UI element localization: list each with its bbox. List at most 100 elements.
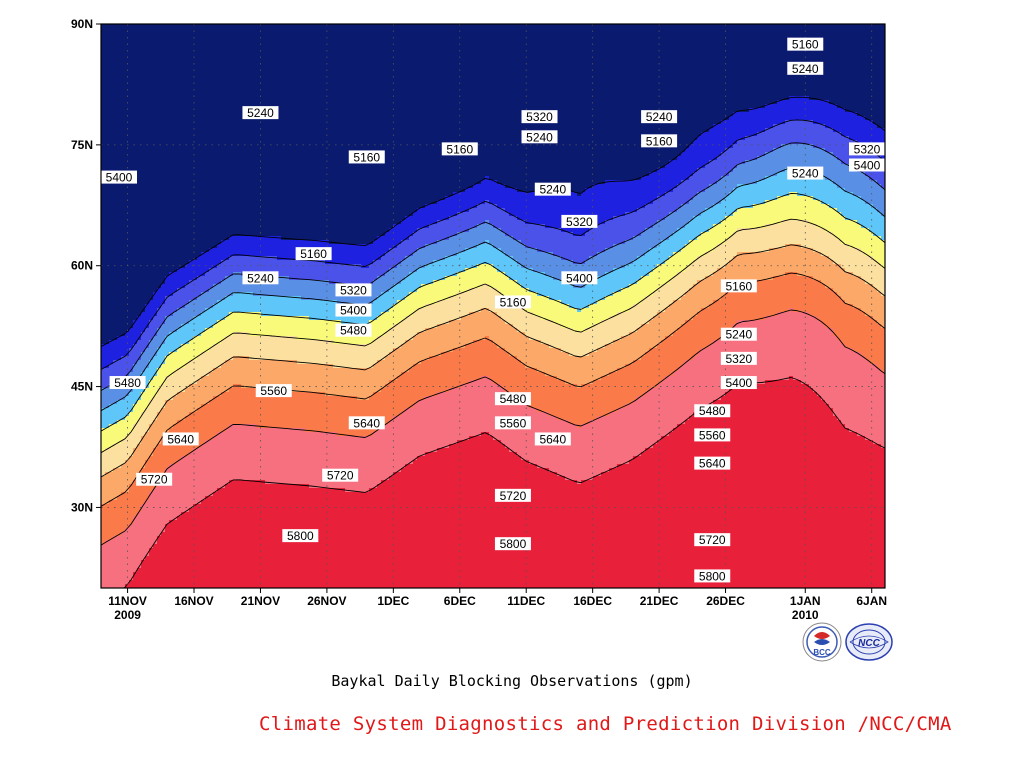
contour-band-cell xyxy=(177,460,414,465)
contour-band-cell xyxy=(873,232,885,237)
contour-band-cell xyxy=(129,484,158,489)
contour-band-cell xyxy=(101,404,110,409)
contour-band-cell xyxy=(501,384,578,389)
contour-band-cell xyxy=(825,124,878,129)
contour-label: 5480 xyxy=(109,376,146,390)
contour-band-cell xyxy=(149,340,166,345)
contour-band-cell xyxy=(837,236,882,241)
contour-band-cell xyxy=(457,440,502,445)
contour-band-cell xyxy=(881,236,885,241)
contour-band-cell xyxy=(193,448,438,453)
contour-band-cell xyxy=(129,352,142,357)
contour-band-cell xyxy=(369,264,398,269)
x-tick-label: 16NOV xyxy=(174,594,213,608)
contour-label-box xyxy=(335,323,372,337)
contour-band-cell xyxy=(665,260,694,265)
contour-band-cell xyxy=(693,216,726,221)
contour-band-cell xyxy=(837,104,885,109)
contour-band-cell xyxy=(405,296,450,301)
contour-band-cell xyxy=(133,320,150,325)
contour-band-cell xyxy=(621,336,666,341)
x-tick-label: 6DEC xyxy=(444,594,476,608)
contour-band-cell xyxy=(405,340,474,345)
contour-band-cell xyxy=(669,280,698,285)
contour-band-cell xyxy=(173,372,210,377)
contour-band-cell xyxy=(161,324,182,329)
x-tick-label: 21NOV xyxy=(241,594,280,608)
contour-band-cell xyxy=(613,244,658,249)
contour-band-cell xyxy=(341,320,370,325)
contour-band-cell xyxy=(569,420,590,425)
contour-band-cell xyxy=(573,260,586,265)
contour-band-cell xyxy=(697,136,746,141)
contour-label: 5560 xyxy=(694,428,731,442)
contour-label-box xyxy=(561,214,598,228)
contour-band-cell xyxy=(625,364,682,369)
plot-frame xyxy=(100,23,886,589)
contour-label-box xyxy=(242,271,279,285)
contour-band-cell xyxy=(181,512,885,517)
contour-band-cell xyxy=(729,172,778,177)
contour-band-cell xyxy=(681,296,722,301)
contour-band-cell xyxy=(669,212,702,217)
contour-band-cell xyxy=(185,304,214,309)
contour-band-cell xyxy=(161,284,186,289)
contour-band-cell xyxy=(449,444,506,449)
contour-band-cell xyxy=(369,320,402,325)
contour-label-box xyxy=(348,150,385,164)
contour-band-cell xyxy=(809,96,885,101)
contour-label: 5400 xyxy=(101,170,137,185)
contour-band-cell xyxy=(417,400,522,405)
contour-band-cell xyxy=(501,248,538,253)
contour-label-text: 5160 xyxy=(300,247,327,261)
contour-line-5160 xyxy=(101,96,885,347)
contour-band-cell xyxy=(721,296,842,301)
contour-band-cell xyxy=(513,300,562,305)
contour-band-cell xyxy=(793,376,885,381)
contour-band-cell xyxy=(613,216,666,221)
contour-band-cell xyxy=(717,244,786,249)
contour-band-cell xyxy=(841,212,882,217)
contour-band-cell xyxy=(661,340,714,345)
contour-band-cell xyxy=(681,364,878,369)
contour-label-text: 5240 xyxy=(646,110,673,124)
contour-band-cell xyxy=(101,384,110,389)
contour-band-cell xyxy=(525,364,626,369)
contour-band-cell xyxy=(153,420,178,425)
contour-band-cell xyxy=(141,332,158,337)
contour-band-cell xyxy=(101,268,178,273)
contour-band-cell xyxy=(369,396,426,401)
contour-band-cell xyxy=(157,312,174,317)
contour-band-cell xyxy=(845,108,885,113)
contour-band-cell xyxy=(449,216,518,221)
contour-label-box xyxy=(348,416,385,430)
contour-band-cell xyxy=(873,316,885,321)
contour-band-cell xyxy=(497,204,646,209)
contour-band-cell xyxy=(649,348,702,353)
contour-band-cell xyxy=(101,64,885,69)
contour-band-cell xyxy=(141,564,885,569)
contour-band-cell xyxy=(113,444,138,449)
contour-band-cell xyxy=(869,176,885,181)
contour-band-cell xyxy=(157,484,226,489)
contour-band-cell xyxy=(101,120,722,125)
contour-band-cell xyxy=(177,308,206,313)
contour-band-cell xyxy=(489,432,670,437)
contour-band-cell xyxy=(765,200,822,205)
contour-band-cell xyxy=(101,124,714,129)
contour-band-cell xyxy=(673,252,706,257)
contour-band-cell xyxy=(637,256,670,261)
contour-band-cell xyxy=(589,228,646,233)
contour-band-cell xyxy=(225,360,298,365)
contour-band-cell xyxy=(101,304,146,309)
contour-label: 5400 xyxy=(561,271,598,285)
contour-band-cell xyxy=(437,200,486,205)
contour-band-cell xyxy=(117,336,142,341)
contour-band-cell xyxy=(189,412,402,417)
contour-label: 5640 xyxy=(534,432,571,446)
contour-band-cell xyxy=(137,316,154,321)
contour-band-cell xyxy=(165,472,394,477)
contour-label-text: 5240 xyxy=(725,328,752,342)
contour-band-cell xyxy=(697,192,730,197)
contour-band-cell xyxy=(153,356,166,361)
